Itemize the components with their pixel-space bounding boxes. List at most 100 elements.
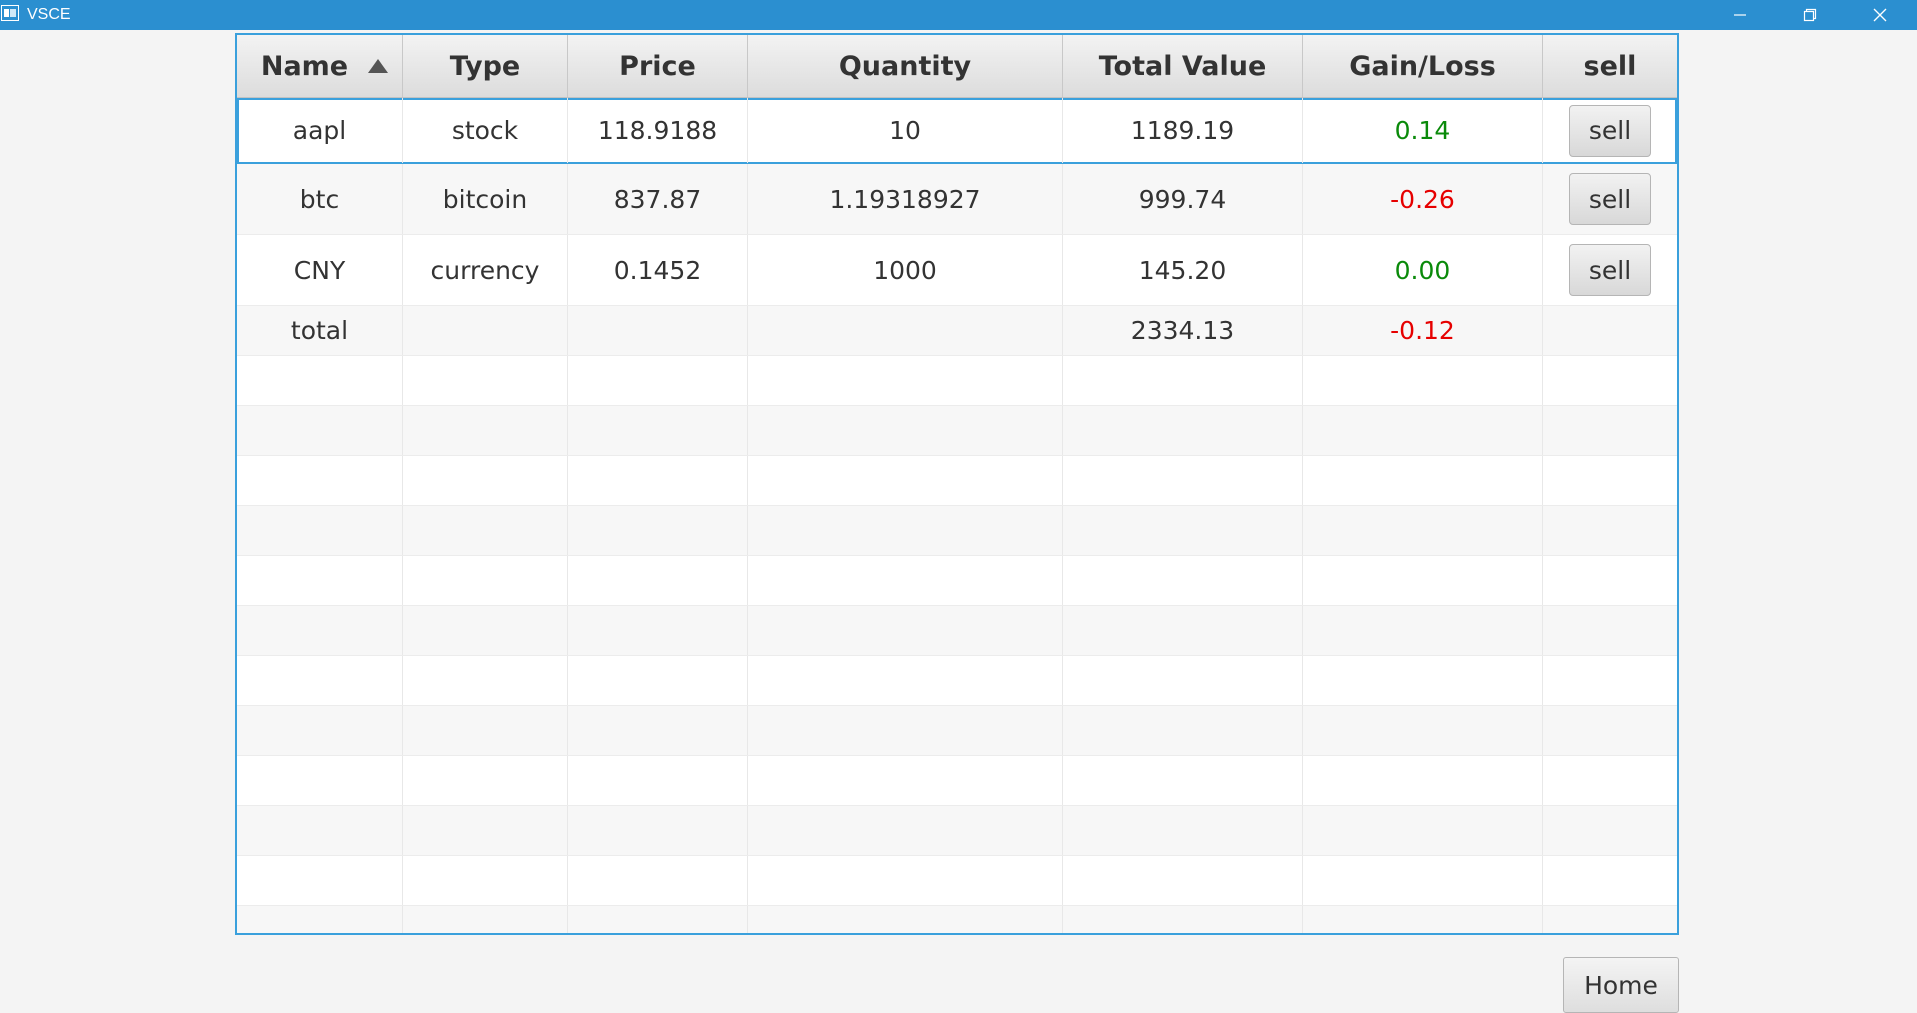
empty-table-row <box>237 756 1677 806</box>
column-header-quantity[interactable]: Quantity <box>748 35 1063 97</box>
minimize-icon <box>1734 14 1746 16</box>
empty-cell <box>568 606 748 655</box>
empty-cell <box>1543 656 1677 705</box>
empty-cell <box>1063 356 1303 405</box>
cell-gain-loss: -0.26 <box>1303 164 1543 234</box>
empty-cell <box>1543 406 1677 455</box>
minimize-button[interactable] <box>1712 0 1768 30</box>
column-header-price[interactable]: Price <box>568 35 748 97</box>
empty-cell <box>1063 556 1303 605</box>
empty-cell <box>1543 906 1677 933</box>
empty-cell <box>1303 656 1543 705</box>
empty-cell <box>568 906 748 933</box>
column-header-total-value[interactable]: Total Value <box>1063 35 1303 97</box>
empty-table-row <box>237 556 1677 606</box>
empty-cell <box>237 756 403 805</box>
sell-button[interactable]: sell <box>1569 244 1651 296</box>
empty-cell <box>1543 706 1677 755</box>
column-header-type[interactable]: Type <box>403 35 568 97</box>
table-row[interactable]: btc bitcoin 837.87 1.19318927 999.74 -0.… <box>237 164 1677 235</box>
empty-cell <box>1543 356 1677 405</box>
cell-type: currency <box>403 235 568 305</box>
cell-total-value: 1189.19 <box>1063 98 1303 163</box>
table-row[interactable]: aapl stock 118.9188 10 1189.19 0.14 sell <box>237 98 1677 164</box>
empty-cell <box>237 406 403 455</box>
empty-cell <box>1543 556 1677 605</box>
close-button[interactable] <box>1852 0 1908 30</box>
cell-gain-loss: 0.00 <box>1303 235 1543 305</box>
cell-total-value: 999.74 <box>1063 164 1303 234</box>
empty-cell <box>403 706 568 755</box>
cell-total-value: 145.20 <box>1063 235 1303 305</box>
empty-cell <box>748 756 1063 805</box>
column-header-name[interactable]: Name <box>237 35 403 97</box>
empty-cell <box>568 456 748 505</box>
empty-cell <box>1063 856 1303 905</box>
empty-cell <box>1063 806 1303 855</box>
empty-cell <box>1543 806 1677 855</box>
cell-gain-loss: 0.14 <box>1303 98 1543 163</box>
home-button[interactable]: Home <box>1563 957 1679 1013</box>
empty-cell <box>237 456 403 505</box>
empty-cell <box>1303 356 1543 405</box>
empty-cell <box>1543 756 1677 805</box>
empty-cell <box>568 856 748 905</box>
empty-cell <box>748 406 1063 455</box>
sell-button[interactable]: sell <box>1569 173 1651 225</box>
cell-name: aapl <box>237 98 403 163</box>
empty-table-row <box>237 906 1677 933</box>
cell-grand-total-value: 2334.13 <box>1063 306 1303 355</box>
empty-cell <box>748 806 1063 855</box>
empty-cell <box>237 606 403 655</box>
cell-type: stock <box>403 98 568 163</box>
empty-cell <box>1303 856 1543 905</box>
empty-cell <box>748 556 1063 605</box>
portfolio-table[interactable]: Name Type Price Quantity Total Value Gai… <box>235 33 1679 935</box>
sort-ascending-icon <box>368 59 388 73</box>
empty-table-row <box>237 456 1677 506</box>
restore-button[interactable] <box>1782 0 1838 30</box>
empty-cell <box>1303 756 1543 805</box>
empty-cell <box>568 506 748 555</box>
cell-grand-gain-loss: -0.12 <box>1303 306 1543 355</box>
empty-table-row <box>237 406 1677 456</box>
cell-quantity: 1000 <box>748 235 1063 305</box>
total-row[interactable]: total 2334.13 -0.12 <box>237 306 1677 356</box>
cell-name: CNY <box>237 235 403 305</box>
empty-cell <box>568 756 748 805</box>
sell-button[interactable]: sell <box>1569 104 1651 157</box>
empty-cell <box>403 606 568 655</box>
cell-sell: sell <box>1543 235 1677 305</box>
empty-cell <box>1063 906 1303 933</box>
empty-cell <box>403 656 568 705</box>
empty-cell <box>1543 856 1677 905</box>
empty-table-row <box>237 656 1677 706</box>
column-header-sell[interactable]: sell <box>1583 50 1637 82</box>
empty-cell <box>237 856 403 905</box>
cell-price: 837.87 <box>568 164 748 234</box>
empty-cell <box>403 856 568 905</box>
empty-table-row <box>237 856 1677 906</box>
empty-cell <box>568 706 748 755</box>
empty-cell <box>748 856 1063 905</box>
empty-cell <box>403 806 568 855</box>
empty-cell <box>1303 806 1543 855</box>
empty-cell <box>1303 556 1543 605</box>
empty-cell <box>1543 606 1677 655</box>
cell-price: 0.1452 <box>568 235 748 305</box>
empty-cell <box>568 656 748 705</box>
cell-quantity: 10 <box>748 98 1063 163</box>
empty-cell <box>1063 506 1303 555</box>
empty-cell <box>237 906 403 933</box>
empty-cell <box>403 556 568 605</box>
empty-cell <box>237 706 403 755</box>
empty-cell <box>568 356 748 405</box>
empty-cell <box>1063 456 1303 505</box>
empty-cell <box>748 506 1063 555</box>
table-row[interactable]: CNY currency 0.1452 1000 145.20 0.00 sel… <box>237 235 1677 306</box>
empty-cell <box>237 356 403 405</box>
column-header-gain-loss[interactable]: Gain/Loss <box>1303 35 1543 97</box>
empty-cell <box>748 356 1063 405</box>
empty-cell <box>1543 506 1677 555</box>
empty-cell <box>1303 706 1543 755</box>
